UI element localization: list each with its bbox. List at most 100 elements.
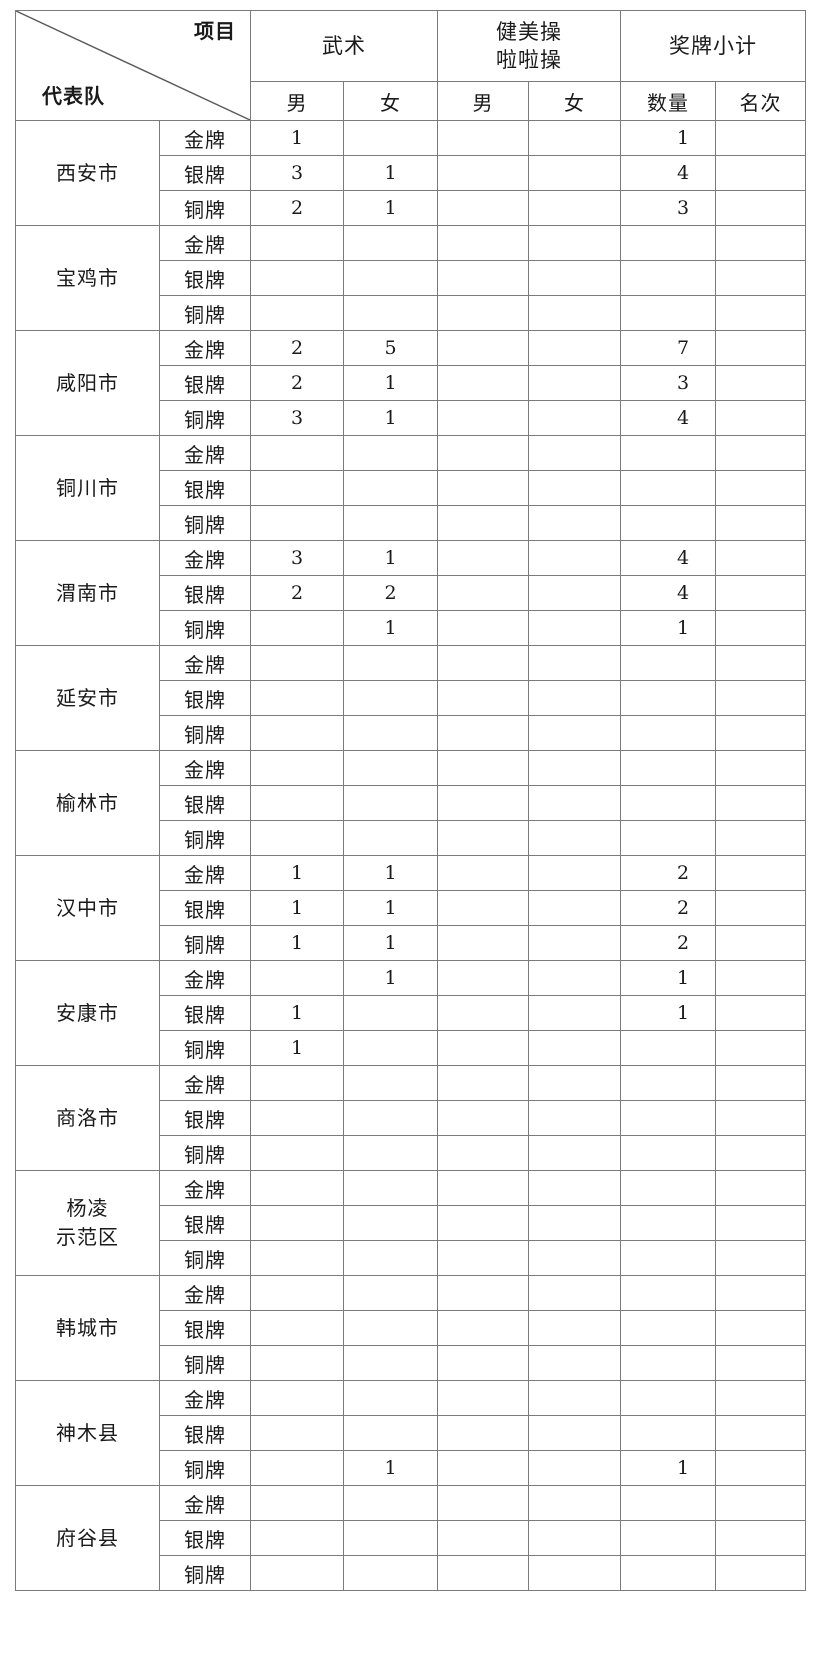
cell-wushu-female bbox=[343, 225, 438, 261]
cell-medal-rank bbox=[715, 995, 806, 1031]
cell-medal-quantity bbox=[620, 435, 716, 471]
table-row: 铜牌 bbox=[16, 820, 806, 856]
table-header: 项目 代表队 武术 健美操 啦啦操 奖牌小计 男 女 男 女 数量 bbox=[15, 10, 806, 121]
cell-aerobics-male bbox=[437, 820, 529, 856]
cell-aerobics-female bbox=[528, 225, 621, 261]
cell-wushu-female bbox=[343, 1065, 438, 1101]
cell-aerobics-female bbox=[528, 610, 621, 646]
cell-medal-rank bbox=[715, 470, 806, 506]
cell-aerobics-male bbox=[437, 855, 529, 891]
table-row: 韩城市 金牌 bbox=[15, 1275, 806, 1381]
cell-medal-rank bbox=[715, 225, 806, 261]
medal-type-cell: 铜牌 bbox=[159, 610, 251, 646]
table-row: 银牌 bbox=[16, 1205, 806, 1241]
cell-aerobics-female bbox=[528, 1170, 621, 1206]
cell-medal-quantity: 2 bbox=[620, 890, 716, 926]
team-name-line1: 汉中市 bbox=[56, 895, 119, 920]
cell-medal-quantity bbox=[620, 715, 716, 751]
cell-wushu-male bbox=[250, 715, 344, 751]
cell-medal-rank bbox=[715, 890, 806, 926]
cell-aerobics-female bbox=[528, 1135, 621, 1171]
cell-wushu-male bbox=[250, 1275, 344, 1311]
cell-wushu-male bbox=[250, 260, 344, 296]
medal-type-cell: 银牌 bbox=[159, 785, 251, 821]
cell-wushu-female bbox=[343, 645, 438, 681]
cell-aerobics-female bbox=[528, 995, 621, 1031]
cell-wushu-male bbox=[250, 1065, 344, 1101]
cell-wushu-female bbox=[343, 1380, 438, 1416]
team-name-line1: 延安市 bbox=[56, 685, 119, 710]
cell-medal-quantity bbox=[620, 1065, 716, 1101]
cell-wushu-female bbox=[343, 680, 438, 716]
team-name-line1: 宝鸡市 bbox=[56, 265, 119, 290]
cell-medal-quantity: 2 bbox=[620, 925, 716, 961]
cell-medal-rank bbox=[715, 540, 806, 576]
team-name-cell: 商洛市 bbox=[15, 1065, 160, 1171]
cell-wushu-female bbox=[343, 1555, 438, 1591]
team-name-cell: 延安市 bbox=[15, 645, 160, 751]
cell-aerobics-female bbox=[528, 1240, 621, 1276]
cell-aerobics-male bbox=[437, 1380, 529, 1416]
cell-wushu-male bbox=[250, 1100, 344, 1136]
cell-wushu-female: 2 bbox=[343, 575, 438, 611]
cell-medal-quantity bbox=[620, 1170, 716, 1206]
team-name-line1: 铜川市 bbox=[56, 475, 119, 500]
team-name-line1: 神木县 bbox=[56, 1420, 119, 1445]
medal-type-cell: 铜牌 bbox=[159, 1450, 251, 1486]
cell-aerobics-female bbox=[528, 295, 621, 331]
table-row: 商洛市 金牌 bbox=[15, 1065, 806, 1171]
cell-aerobics-female bbox=[528, 1415, 621, 1451]
group-header-wushu-line1: 武术 bbox=[322, 33, 366, 58]
cell-aerobics-male bbox=[437, 750, 529, 786]
cell-wushu-female bbox=[343, 1240, 438, 1276]
cell-wushu-male: 2 bbox=[250, 365, 344, 401]
team-name-cell: 神木县 bbox=[15, 1380, 160, 1486]
cell-wushu-female bbox=[343, 1170, 438, 1206]
subheader-aerobics-female: 女 bbox=[528, 81, 621, 121]
cell-wushu-female bbox=[343, 1345, 438, 1381]
cell-medal-quantity: 1 bbox=[620, 995, 716, 1031]
subheader-wushu-male: 男 bbox=[250, 81, 344, 121]
cell-medal-rank bbox=[715, 960, 806, 996]
cell-aerobics-male bbox=[437, 1555, 529, 1591]
cell-wushu-male bbox=[250, 785, 344, 821]
cell-wushu-male bbox=[250, 1240, 344, 1276]
cell-medal-quantity bbox=[620, 1205, 716, 1241]
cell-aerobics-female bbox=[528, 120, 621, 156]
cell-aerobics-male bbox=[437, 1450, 529, 1486]
cell-aerobics-female bbox=[528, 470, 621, 506]
cell-aerobics-female bbox=[528, 1100, 621, 1136]
cell-aerobics-male bbox=[437, 1240, 529, 1276]
corner-header-cell: 项目 代表队 bbox=[15, 10, 251, 121]
cell-medal-rank bbox=[715, 1415, 806, 1451]
cell-wushu-female: 1 bbox=[343, 400, 438, 436]
cell-medal-quantity bbox=[620, 1415, 716, 1451]
cell-medal-rank bbox=[715, 785, 806, 821]
cell-medal-rank bbox=[715, 155, 806, 191]
group-header-aerobics-line2: 啦啦操 bbox=[496, 48, 562, 72]
cell-medal-rank bbox=[715, 855, 806, 891]
team-name-cell: 安康市 bbox=[15, 960, 160, 1066]
cell-aerobics-male bbox=[437, 365, 529, 401]
medal-type-cell: 铜牌 bbox=[159, 1240, 251, 1276]
cell-medal-quantity: 3 bbox=[620, 190, 716, 226]
table-row: 铜牌 1 1 bbox=[16, 1450, 806, 1486]
cell-medal-quantity bbox=[620, 1135, 716, 1171]
team-name-cell: 西安市 bbox=[15, 120, 160, 226]
cell-aerobics-female bbox=[528, 890, 621, 926]
cell-wushu-male: 3 bbox=[250, 400, 344, 436]
table-row: 咸阳市 金牌 2 5 7 bbox=[15, 330, 806, 436]
cell-aerobics-female bbox=[528, 155, 621, 191]
cell-wushu-female: 1 bbox=[343, 365, 438, 401]
table-row: 银牌 1 1 bbox=[16, 995, 806, 1031]
cell-wushu-male bbox=[250, 1170, 344, 1206]
group-header-aerobics-line1: 健美操 bbox=[496, 19, 562, 44]
cell-wushu-female bbox=[343, 435, 438, 471]
cell-wushu-female bbox=[343, 1310, 438, 1346]
team-name-cell: 宝鸡市 bbox=[15, 225, 160, 331]
cell-aerobics-female bbox=[528, 190, 621, 226]
cell-wushu-male: 2 bbox=[250, 190, 344, 226]
cell-medal-rank bbox=[715, 330, 806, 366]
medal-type-cell: 银牌 bbox=[159, 155, 251, 191]
medal-type-cell: 银牌 bbox=[159, 890, 251, 926]
